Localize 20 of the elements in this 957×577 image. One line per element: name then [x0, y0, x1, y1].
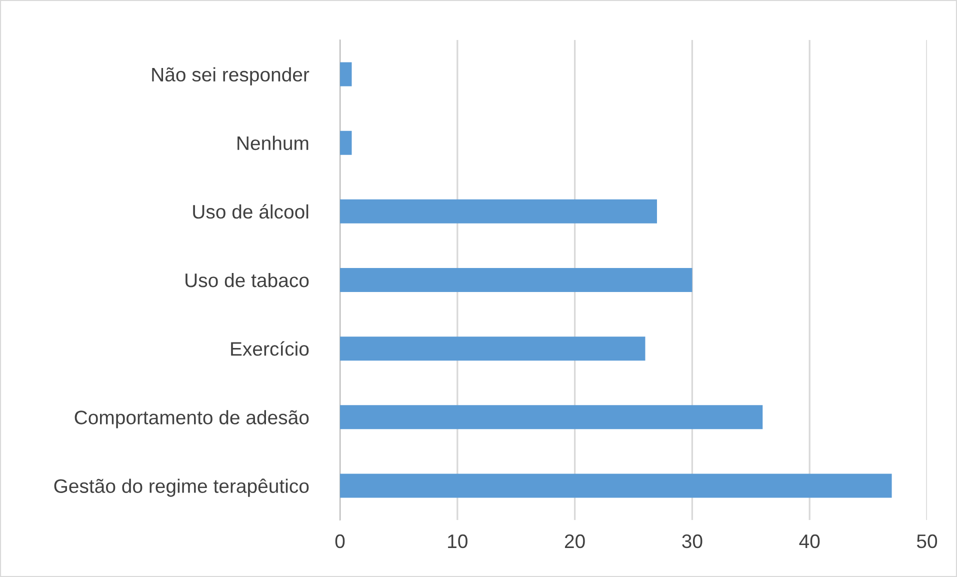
bar: [340, 405, 763, 430]
y-tick-label: Uso de tabaco: [186, 272, 309, 288]
x-tick-label: 0: [335, 534, 345, 548]
x-tick-label: 20: [564, 534, 585, 548]
bar: [340, 474, 892, 498]
x-tick-label: 50: [916, 534, 938, 548]
y-tick-label: Não sei responder: [152, 67, 310, 86]
bar: [340, 336, 646, 361]
y-tick-label: Comportamento de adesão: [74, 410, 309, 428]
y-tick-label: Uso de álcool: [193, 204, 308, 219]
bar: [340, 199, 657, 224]
y-tick-label: Exercício: [231, 341, 309, 356]
x-tick-label: 10: [448, 534, 468, 548]
y-tick-label: Gestão do regime terapêutico: [54, 478, 309, 497]
x-tick-label: 40: [799, 534, 820, 548]
bar: [340, 62, 352, 86]
x-tick-label: 30: [682, 534, 702, 548]
bar: [340, 268, 692, 292]
bar: [340, 130, 352, 155]
y-tick-label: Nenhum: [238, 136, 308, 150]
